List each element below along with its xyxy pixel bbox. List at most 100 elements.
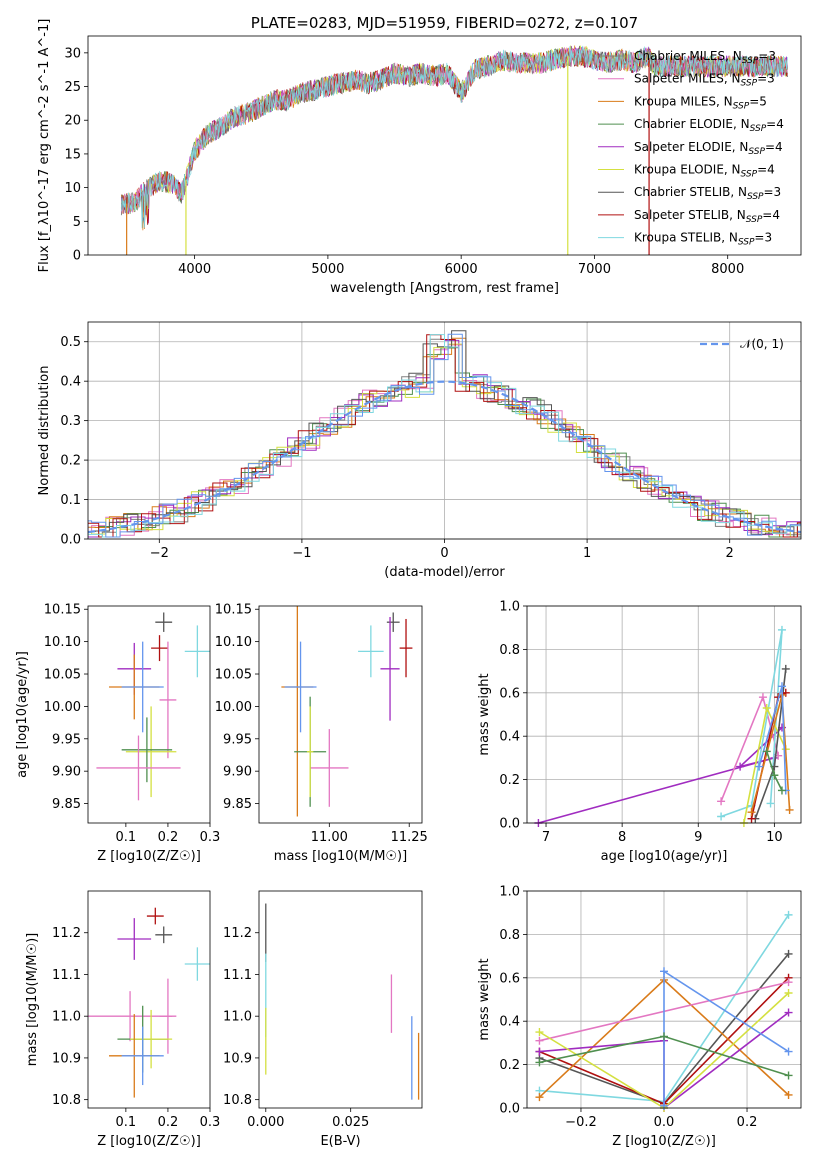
mass-vs-Z-axes: 0.1 0.2 0.3 10.8 10.9 11.0 11.1 11.2 Z [log10(Z/… — [25, 926, 220, 1149]
legend-label: Salpeter MILES, NSSP=3 — [634, 72, 775, 89]
weight-line — [539, 992, 790, 1108]
y-tick-label: 0.4 — [499, 1015, 520, 1030]
weight-marker — [784, 1008, 793, 1017]
weight-marker — [770, 771, 779, 780]
weight-marker — [781, 664, 790, 673]
x-tick-label: 8 — [618, 830, 626, 845]
y-axis-label: mass weight — [477, 673, 492, 755]
y-tick-label: 30 — [64, 46, 81, 61]
y-tick-label: 11.0 — [52, 1010, 81, 1025]
legend-label: Kroupa ELODIE, NSSP=4 — [634, 163, 775, 180]
y-tick-label: 11.2 — [223, 926, 252, 941]
legend-label: Kroupa MILES, NSSP=5 — [634, 94, 767, 111]
weight-vs-Z-frame — [526, 890, 802, 1109]
weight-marker — [777, 682, 786, 691]
weight-marker — [535, 1093, 544, 1102]
age-vs-Z-axes: 0.1 0.2 0.3 9.85 9.90 9.95 10.00 10.05 10.10 10.1… — [15, 603, 220, 864]
x-axis-label: Z [log10(Z/Z☉)] — [97, 1134, 201, 1149]
x-axis-label: Z [log10(Z/Z☉)] — [97, 849, 201, 864]
age-vs-Z-frame — [87, 605, 211, 824]
weight-marker — [777, 625, 786, 634]
mass-vs-ebv-axes: 0.000 0.025 10.8 10.9 11.0 11.1 11.2 E(B-V) — [223, 926, 369, 1149]
x-tick-label: 9 — [694, 830, 702, 845]
legend-label: Chabrier MILES, NSSP=3 — [634, 49, 776, 66]
y-tick-label: 9.85 — [52, 797, 81, 812]
weight-marker — [747, 808, 756, 817]
age-vs-mass-axes: 11.00 11.25 9.85 9.90 9.95 10.00 10.05 10.10 10.… — [215, 603, 428, 864]
weight-marker — [762, 703, 771, 712]
y-tick-label: 10.15 — [215, 603, 252, 618]
weight-marker — [766, 799, 775, 808]
mass-vs-ebv-frame — [258, 890, 423, 1109]
legend-label: Chabrier ELODIE, NSSP=4 — [634, 117, 784, 134]
x-tick-label: 0.2 — [737, 1115, 758, 1130]
y-axis-label: mass [log10(M/M☉)] — [25, 933, 40, 1066]
x-tick-label: 0.2 — [158, 1115, 179, 1130]
y-tick-label: 15 — [64, 147, 81, 162]
weight-marker — [762, 747, 771, 756]
x-tick-label: 0.3 — [200, 830, 221, 845]
y-tick-label: 11.1 — [52, 968, 81, 983]
weight-marker — [784, 949, 793, 958]
y-tick-label: 0.6 — [499, 686, 520, 701]
x-tick-label: 10 — [766, 830, 783, 845]
y-tick-label: 0.0 — [60, 533, 81, 548]
weight-marker — [784, 1071, 793, 1080]
x-axis-label: age [log10(age/yr)] — [601, 849, 728, 864]
y-tick-label: 0.8 — [499, 643, 520, 658]
spectrum-line — [120, 45, 788, 229]
legend-label: 𝒩(0, 1) — [740, 337, 784, 351]
weight-marker — [717, 812, 726, 821]
x-tick-label: 1 — [583, 546, 591, 561]
y-tick-label: 0.5 — [60, 335, 81, 350]
x-tick-label: 0.3 — [200, 1115, 221, 1130]
weight-marker — [784, 1047, 793, 1056]
x-axis-label: Z [log10(Z/Z☉)] — [612, 1134, 716, 1149]
y-tick-label: 10.00 — [215, 700, 252, 715]
spectrum-frame — [87, 35, 802, 256]
x-tick-label: 0.2 — [158, 830, 179, 845]
x-tick-label: 0 — [440, 546, 448, 561]
x-axis-label: (data-model)/error — [384, 565, 505, 580]
y-tick-label: 11.1 — [223, 968, 252, 983]
y-tick-label: 10.00 — [44, 700, 81, 715]
legend-label: Chabrier STELIB, NSSP=3 — [634, 185, 781, 202]
x-tick-label: 11.25 — [391, 830, 428, 845]
weight-marker — [784, 1090, 793, 1099]
y-tick-label: 1.0 — [499, 600, 520, 615]
x-tick-label: −0.2 — [565, 1115, 597, 1130]
x-tick-label: 4000 — [178, 262, 211, 277]
y-axis-label: age [log10(age/yr)] — [15, 651, 30, 778]
x-tick-label: 6000 — [445, 262, 478, 277]
weight-marker — [777, 786, 786, 795]
x-tick-label: 7 — [542, 830, 550, 845]
weight-marker — [758, 693, 767, 702]
weight-marker — [784, 910, 793, 919]
y-tick-label: 10.10 — [215, 635, 252, 650]
legend-label: Salpeter ELODIE, NSSP=4 — [634, 140, 783, 157]
residuals-axes: −2 −1 0 1 2 0.0 0.1 0.2 0.3 0.4 0.5 (data-model)/er… — [37, 322, 801, 580]
weight-marker — [535, 1047, 544, 1056]
y-tick-label: 0.2 — [499, 1058, 520, 1073]
y-tick-label: 9.90 — [223, 765, 252, 780]
x-axis-label: mass [log10(M/M☉)] — [274, 849, 407, 864]
spectrum-axes: 4000 5000 6000 7000 8000 0 5 10 15 20 25 30 waveleng… — [37, 19, 744, 296]
x-tick-label: 0.000 — [247, 1115, 284, 1130]
y-tick-label: 0.6 — [499, 971, 520, 986]
histogram-step — [88, 333, 801, 538]
x-tick-label: −2 — [150, 546, 169, 561]
residuals-frame — [87, 321, 802, 540]
weight-vs-Z-axes: −0.2 0.0 0.2 0.0 0.2 0.4 0.6 0.8 1.0 Z [log10(Z/Z… — [477, 885, 801, 1149]
y-tick-label: 10.8 — [223, 1093, 252, 1108]
weight-marker — [755, 762, 764, 771]
weight-marker — [736, 762, 745, 771]
x-tick-label: 0.0 — [654, 1115, 675, 1130]
y-axis-label: Normed distribution — [37, 366, 52, 496]
y-tick-label: 0.4 — [499, 730, 520, 745]
y-tick-label: 1.0 — [499, 885, 520, 900]
weight-vs-age-frame — [526, 605, 802, 824]
y-tick-label: 0.2 — [499, 773, 520, 788]
y-tick-label: 5 — [73, 215, 81, 230]
y-tick-label: 0.1 — [60, 493, 81, 508]
